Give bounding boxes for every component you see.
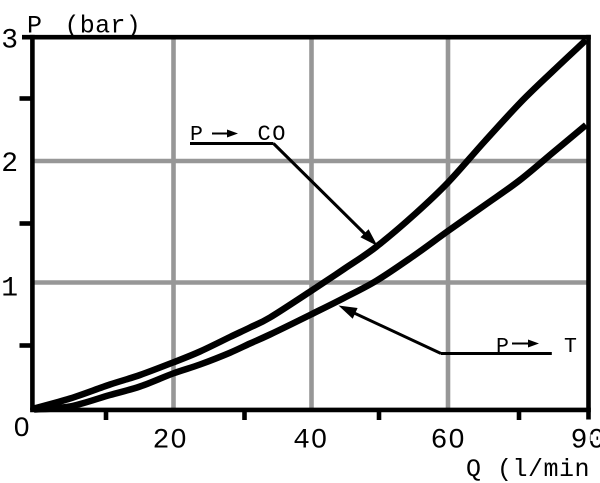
- svg-text:3: 3: [1, 25, 18, 56]
- svg-text:2: 2: [1, 149, 18, 180]
- svg-text:60: 60: [431, 426, 466, 457]
- svg-text:T: T: [564, 335, 577, 359]
- svg-text:40: 40: [293, 426, 328, 457]
- svg-text:CO: CO: [258, 122, 287, 147]
- svg-text:1: 1: [1, 274, 18, 305]
- svg-text:P: P: [27, 12, 42, 41]
- svg-text:P: P: [190, 123, 203, 147]
- svg-text:P: P: [496, 335, 509, 359]
- svg-text:0: 0: [13, 414, 30, 445]
- svg-text:Q (l/min: Q (l/min: [466, 455, 590, 483]
- svg-text:(bar): (bar): [65, 12, 142, 41]
- svg-text:20: 20: [153, 426, 188, 457]
